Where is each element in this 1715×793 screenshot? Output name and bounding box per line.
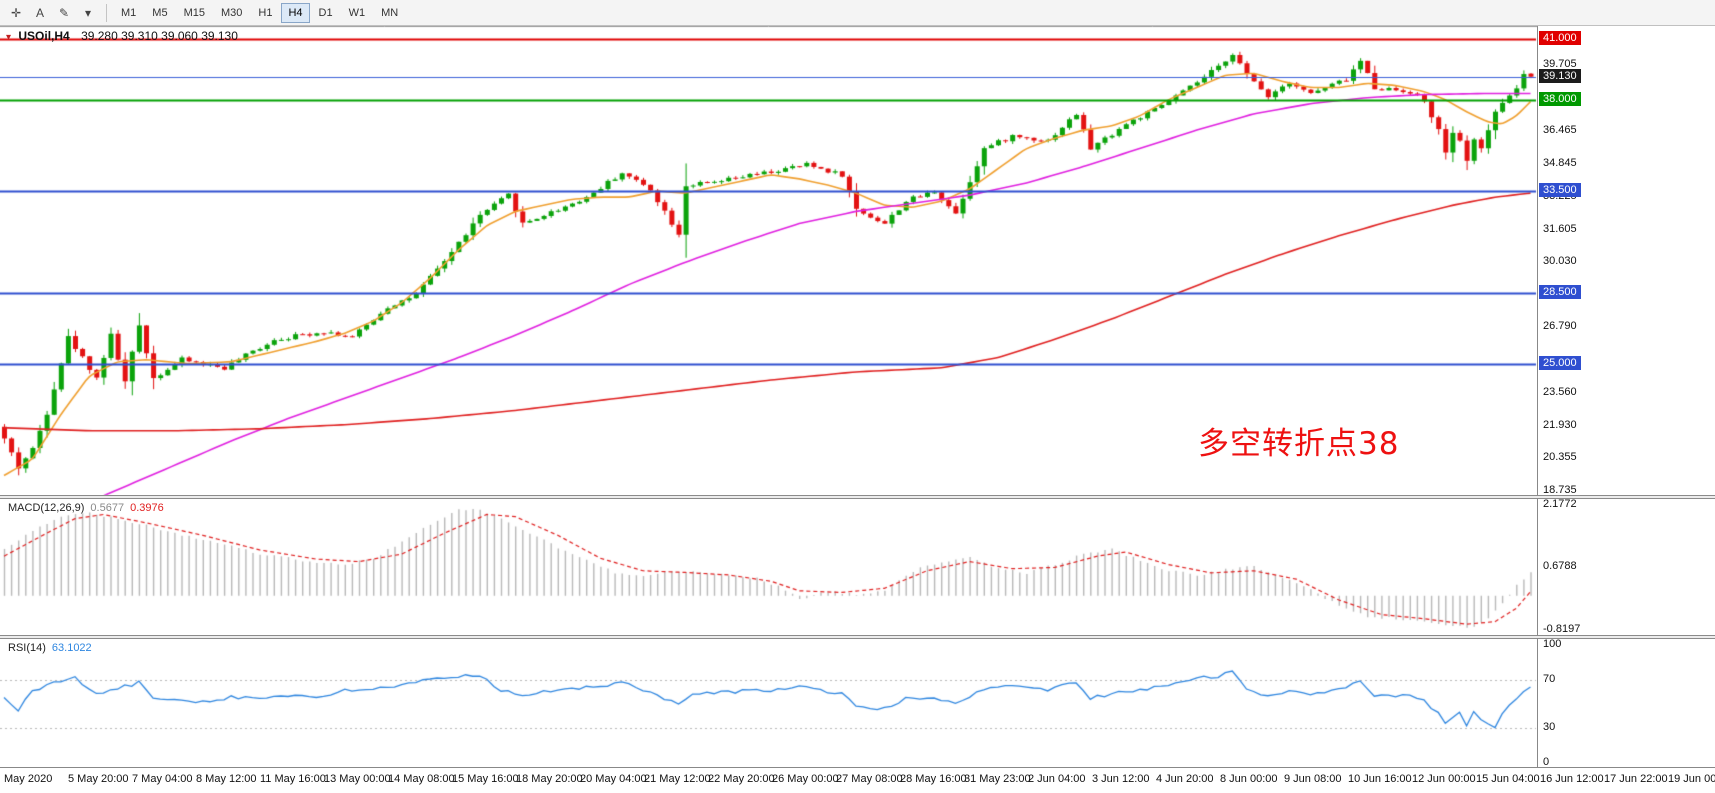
rsi-label: RSI(14) 63.1022 bbox=[8, 642, 92, 654]
price-tick-label: 18.735 bbox=[1543, 484, 1577, 497]
rsi-scale-label: 0 bbox=[1543, 755, 1550, 768]
price-tick-label: 36.465 bbox=[1543, 123, 1577, 136]
time-axis-label: 3 Jun 12:00 bbox=[1092, 773, 1150, 785]
crosshair-icon[interactable]: ✛ bbox=[10, 5, 22, 20]
time-axis-label: 10 Jun 16:00 bbox=[1348, 773, 1412, 785]
time-axis-label: 31 May 23:00 bbox=[964, 773, 1031, 785]
time-axis-label: 20 May 04:00 bbox=[580, 773, 647, 785]
time-axis-label: May 2020 bbox=[4, 773, 53, 785]
macd-scale-label: 0.6788 bbox=[1543, 560, 1577, 573]
objects-dropdown-icon[interactable]: ▾ bbox=[84, 5, 92, 20]
time-axis[interactable]: May 2020 5 May 20:00 7 May 04:00 8 May 12:0… bbox=[0, 767, 1715, 793]
timeframe-button-m30[interactable]: M30 bbox=[220, 6, 243, 19]
timeframe-button-m15[interactable]: M15 bbox=[183, 6, 205, 19]
text-tool-icon[interactable]: A bbox=[35, 5, 44, 20]
macd-signal-value: 0.3976 bbox=[130, 502, 164, 514]
macd-main-value: 0.5677 bbox=[90, 502, 125, 514]
macd-scale-label: -0.8197 bbox=[1543, 622, 1581, 635]
rsi-scale-label: 100 bbox=[1543, 638, 1562, 651]
timeframe-button-h4[interactable]: H4 bbox=[281, 2, 310, 23]
time-axis-label: 27 May 08:00 bbox=[836, 773, 903, 785]
time-axis-label: 15 Jun 04:00 bbox=[1476, 773, 1540, 785]
time-axis-label: 16 Jun 12:00 bbox=[1540, 773, 1604, 785]
pane-splitter-macd[interactable] bbox=[0, 495, 1715, 499]
price-tick-label: 30.030 bbox=[1543, 254, 1577, 267]
rsi-value: 63.1022 bbox=[51, 642, 92, 654]
macd-title: MACD(12,26,9) bbox=[8, 502, 85, 514]
price-tick-label: 21.930 bbox=[1543, 419, 1577, 432]
ohlc-readout: 39.280 39.310 39.060 39.130 bbox=[81, 29, 238, 43]
draw-tool-icon[interactable]: ✎ bbox=[58, 5, 70, 20]
time-axis-label: 17 Jun 22:00 bbox=[1604, 773, 1668, 785]
timeframe-button-m5[interactable]: M5 bbox=[152, 6, 168, 19]
price-tick-label: 34.845 bbox=[1543, 156, 1577, 169]
time-axis-label: 19 Jun 00:00 bbox=[1668, 773, 1715, 785]
timeframe-button-group: M1 M5 M15 M30 H1 H4 D1 W1 MN bbox=[113, 2, 406, 23]
time-axis-label: 8 Jun 00:00 bbox=[1220, 773, 1278, 785]
price-badge: 33.500 bbox=[1539, 183, 1581, 198]
price-chart-canvas[interactable] bbox=[0, 26, 1537, 767]
time-axis-label: 7 May 04:00 bbox=[132, 773, 193, 785]
price-tick-label: 31.605 bbox=[1543, 222, 1577, 235]
toolbar: ✛ A ✎ ▾ M1 M5 M15 M30 H1 H4 D1 W1 MN bbox=[0, 0, 1715, 26]
time-axis-label: 26 May 00:00 bbox=[772, 773, 839, 785]
chart-header: ▾ USOil,H4 39.280 39.310 39.060 39.130 bbox=[6, 29, 238, 43]
price-badge: 38.000 bbox=[1539, 91, 1581, 106]
time-axis-label: 28 May 16:00 bbox=[900, 773, 967, 785]
tool-icon-group: ✛ A ✎ ▾ bbox=[4, 2, 100, 24]
price-tick-label: 39.705 bbox=[1543, 58, 1577, 70]
chart-area: ▾ USOil,H4 39.280 39.310 39.060 39.130 M… bbox=[0, 26, 1715, 793]
price-badge: 41.000 bbox=[1539, 30, 1581, 45]
toolbar-separator bbox=[106, 3, 107, 22]
time-axis-label: 22 May 20:00 bbox=[708, 773, 775, 785]
macd-scale-label: 2.1772 bbox=[1543, 497, 1577, 510]
symbol-title: USOil,H4 bbox=[18, 29, 70, 43]
time-axis-label: 12 Jun 00:00 bbox=[1412, 773, 1476, 785]
timeframe-button-m1[interactable]: M1 bbox=[121, 6, 137, 19]
time-axis-label: 11 May 16:00 bbox=[260, 773, 326, 785]
price-badge: 25.000 bbox=[1539, 355, 1581, 370]
time-axis-label: 15 May 16:00 bbox=[452, 773, 519, 785]
price-tick-label: 20.355 bbox=[1543, 451, 1577, 464]
price-scale[interactable]: 39.70536.46534.84533.22531.60530.03026.7… bbox=[1537, 26, 1715, 768]
time-axis-label: 4 Jun 20:00 bbox=[1156, 773, 1214, 785]
time-axis-label: 8 May 12:00 bbox=[196, 773, 257, 785]
time-axis-label: 14 May 08:00 bbox=[388, 773, 455, 785]
time-axis-label: 21 May 12:00 bbox=[644, 773, 711, 785]
pane-splitter-rsi[interactable] bbox=[0, 635, 1715, 639]
time-axis-label: 18 May 20:00 bbox=[516, 773, 583, 785]
timeframe-button-mn[interactable]: MN bbox=[381, 6, 399, 19]
rsi-title: RSI(14) bbox=[8, 642, 46, 654]
time-axis-label: 9 Jun 08:00 bbox=[1284, 773, 1342, 785]
timeframe-button-d1[interactable]: D1 bbox=[318, 6, 333, 19]
rsi-scale-label: 30 bbox=[1543, 720, 1556, 733]
price-tick-label: 23.560 bbox=[1543, 386, 1577, 398]
rsi-scale-label: 70 bbox=[1543, 673, 1556, 686]
time-axis-label: 5 May 20:00 bbox=[68, 773, 129, 785]
chart-annotation[interactable]: 多空转折点38 bbox=[1198, 426, 1400, 462]
macd-label: MACD(12,26,9) 0.5677 0.3976 bbox=[8, 502, 164, 514]
time-axis-label: 2 Jun 04:00 bbox=[1028, 773, 1086, 785]
one-click-trading-icon[interactable]: ▾ bbox=[6, 32, 12, 43]
timeframe-button-h1[interactable]: H1 bbox=[258, 6, 273, 19]
time-axis-label: 13 May 00:00 bbox=[324, 773, 391, 785]
price-badge: 39.130 bbox=[1539, 68, 1581, 83]
timeframe-button-w1[interactable]: W1 bbox=[348, 6, 366, 19]
price-tick-label: 26.790 bbox=[1543, 320, 1577, 333]
price-badge: 28.500 bbox=[1539, 284, 1581, 299]
